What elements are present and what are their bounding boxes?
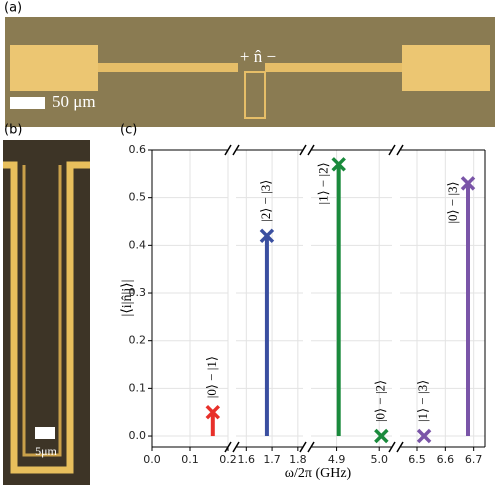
axis-break <box>396 441 404 453</box>
x-tick-label: 0.1 <box>181 453 199 466</box>
transition-label: |0⟩ − |1⟩ <box>204 356 219 398</box>
axis-break <box>388 441 396 453</box>
axis-break <box>232 441 240 453</box>
scale-bar-label: 5μm <box>35 444 57 458</box>
x-tick-label: 1.7 <box>263 453 281 466</box>
x-axis-label: ω/2π (GHz) <box>285 466 352 481</box>
x-tick-label: 6.7 <box>465 453 483 466</box>
axis-break <box>299 441 307 453</box>
axis-break <box>299 144 307 156</box>
marker <box>374 428 389 444</box>
axis-break <box>307 441 315 453</box>
x-tick-label: 5.0 <box>370 453 388 466</box>
transition-label: |2⟩ − |3⟩ <box>258 180 273 222</box>
transition-label: |1⟩ − |2⟩ <box>316 162 331 204</box>
axis-break <box>396 144 404 156</box>
transition-label: |0⟩ − |3⟩ <box>445 181 460 223</box>
scale-bar-label: 50 μm <box>52 92 96 111</box>
y-axis-label: |⟨i|n̂|j⟩| <box>120 280 135 317</box>
marker <box>259 228 275 244</box>
y-tick-label: 0.2 <box>129 334 147 347</box>
y-tick-label: 0.5 <box>129 191 147 204</box>
y-tick-label: 0.0 <box>129 429 147 442</box>
axis-break <box>224 144 232 156</box>
marker <box>331 157 346 172</box>
axis-break <box>224 441 232 453</box>
operator-label: + n̂ − <box>240 47 276 66</box>
y-tick-label: 0.1 <box>129 381 147 394</box>
axis-break <box>232 144 240 156</box>
y-tick-label: 0.3 <box>129 286 147 299</box>
micrograph-b <box>3 140 90 485</box>
x-tick-label: 0.0 <box>143 453 161 466</box>
transition-label: |0⟩ − |2⟩ <box>372 380 387 422</box>
y-tick-label: 0.4 <box>129 238 147 251</box>
micrograph-a <box>5 17 495 127</box>
panel-label: (a) <box>4 1 22 16</box>
x-tick-label: 0.2 <box>219 453 237 466</box>
x-tick-label: 6.6 <box>437 453 455 466</box>
panel-label: (b) <box>4 123 22 138</box>
marker <box>416 428 432 444</box>
panel-label: (c) <box>120 123 137 138</box>
transition-label: |1⟩ − |3⟩ <box>415 380 430 422</box>
marker <box>460 176 476 191</box>
marker <box>205 404 221 420</box>
x-tick-label: 1.6 <box>238 453 256 466</box>
axis-break <box>307 144 315 156</box>
x-tick-label: 6.5 <box>408 453 426 466</box>
axis-break <box>388 144 396 156</box>
x-tick-label: 1.8 <box>289 453 307 466</box>
x-tick-label: 4.9 <box>328 453 346 466</box>
y-tick-label: 0.6 <box>129 143 147 156</box>
